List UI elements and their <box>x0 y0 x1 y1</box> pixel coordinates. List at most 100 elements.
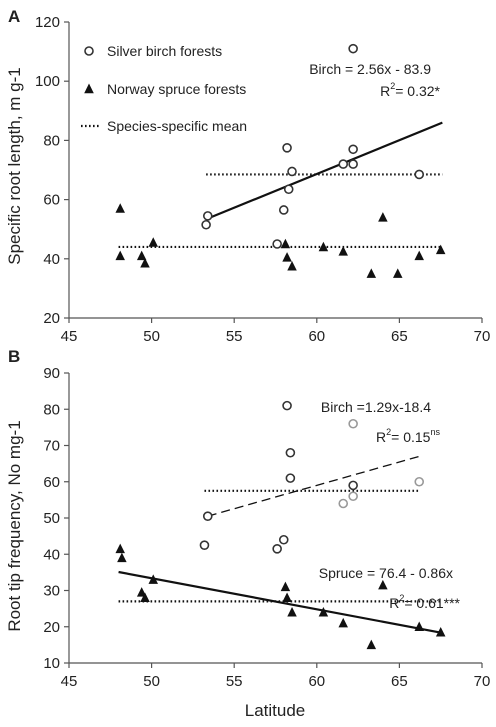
panel-b-x-tick-label: 45 <box>61 673 78 690</box>
panel-a-ylabel: Specific root length, m g-1 <box>5 67 24 264</box>
panel-a-birch-point <box>348 159 358 169</box>
panel-b-annotation: R2= 0.15ns <box>376 427 440 445</box>
panel-b-xlabel: Latitude <box>245 701 306 720</box>
panel-b-spruce-point <box>378 579 388 590</box>
panel-b-x-tick-label: 70 <box>474 673 491 690</box>
panel-b-y-tick-label: 30 <box>43 583 60 600</box>
panel-b-spruce-point <box>366 639 377 650</box>
panel-b-x-tick-label: 55 <box>226 673 243 690</box>
panel-b-x-tick-label: 65 <box>391 673 408 690</box>
panel-a-spruce-point <box>287 260 297 271</box>
panel-b-birch-regression-line <box>207 455 420 517</box>
panel-b-birch-point <box>348 480 358 491</box>
panel-a-birch-point <box>272 239 282 249</box>
panel-a-spruce-point <box>280 238 291 249</box>
panel-a-spruce-point <box>366 268 377 278</box>
panel-a-spruce-point <box>435 244 446 255</box>
panel-a-x-tick-label: 45 <box>61 328 78 345</box>
panel-a-spruce-point <box>378 212 388 222</box>
panel-a-birch-point <box>287 166 297 177</box>
legend-label: Species-specific mean <box>107 118 247 134</box>
panel-a-birch-point <box>278 205 289 215</box>
panel-b-birch-point <box>285 473 296 483</box>
panel-b-spruce-point <box>148 574 159 584</box>
legend-birch-marker <box>84 46 94 56</box>
panel-b-x-tick-label: 50 <box>143 673 160 690</box>
panel-a-birch-point <box>348 144 358 155</box>
panel-a-birch-point <box>283 184 294 195</box>
panel-b-spruce-point <box>136 587 147 597</box>
legend-label: Norway spruce forests <box>107 81 246 97</box>
panel-a-birch-point <box>348 43 358 54</box>
panel-b-annotation: Spruce = 76.4 - 0.86x <box>319 565 453 581</box>
panel-b-birch-point <box>202 511 213 521</box>
panel-b-x-tick-label: 60 <box>308 673 325 690</box>
panel-a-x-tick-label: 70 <box>474 328 491 345</box>
panel-b-birch-point <box>338 498 349 509</box>
panel-a-spruce-point <box>318 241 329 252</box>
panel-b-y-tick-label: 80 <box>43 401 60 418</box>
panel-b-y-tick-label: 20 <box>43 619 60 636</box>
panel-a-x-tick-label: 60 <box>308 328 325 345</box>
panel-b-spruce-point <box>435 626 446 637</box>
panel-b-y-tick-label: 90 <box>43 365 60 382</box>
panel-a-annotation: R2= 0.32* <box>380 81 440 99</box>
panel-a-x-tick-label: 55 <box>226 328 243 345</box>
panel-b-birch-point <box>348 418 358 429</box>
panel-a-spruce-point <box>392 268 403 278</box>
panel-b-spruce-point <box>414 621 424 631</box>
panel-b-birch-point <box>278 534 289 545</box>
panel-a-spruce-point <box>115 203 125 213</box>
panel-b-birch-point <box>282 400 292 411</box>
panel-b-annotation: Birch =1.29x-18.4 <box>321 399 431 415</box>
legend-label: Silver birch forests <box>107 43 222 59</box>
panel-a-annotation: Birch = 2.56x - 83.9 <box>309 61 431 77</box>
panel-b-spruce-regression-line <box>118 570 443 634</box>
panel-b-y-tick-label: 50 <box>43 510 60 527</box>
panel-b-y-tick-label: 10 <box>43 655 60 672</box>
panel-b-annotation: R2= 0.61*** <box>389 593 460 611</box>
legend-spruce-marker <box>84 83 94 94</box>
panel-a-y-tick-label: 20 <box>43 310 60 327</box>
panel-b-spruce-point <box>338 617 348 628</box>
panel-a-birch-regression-line <box>207 121 443 220</box>
panel-a-spruce-point <box>148 237 159 247</box>
panel-b-label: B <box>8 347 20 366</box>
panel-a-spruce-point <box>338 246 348 256</box>
panel-b-birch-point <box>348 491 358 502</box>
panel-b-spruce-point <box>287 607 297 617</box>
panel-b-spruce-point <box>282 592 292 602</box>
panel-b-spruce-point <box>115 543 125 554</box>
panel-a-spruce-point <box>136 250 147 261</box>
panel-a-y-tick-label: 60 <box>43 192 60 209</box>
panel-a-x-tick-label: 50 <box>143 328 160 345</box>
panel-a-birch-point <box>202 211 213 221</box>
panel-b-y-tick-label: 40 <box>43 546 60 563</box>
panel-a-x-tick-label: 65 <box>391 328 408 345</box>
panel-b-spruce-point <box>140 592 150 602</box>
panel-a-spruce-point <box>282 252 292 262</box>
panel-b-y-tick-label: 60 <box>43 474 60 491</box>
panel-b-y-tick-label: 70 <box>43 438 60 455</box>
panel-a-label: A <box>8 7 20 26</box>
panel-b-birch-point <box>199 540 210 550</box>
panel-a-spruce-point <box>115 250 125 261</box>
panel-b-plot: 10 20 30 40 50 60 70 80 90 45 50 55 60 65 70 Birch =1.2… <box>43 365 490 690</box>
panel-a-y-tick-label: 80 <box>43 132 60 149</box>
panel-b-birch-point <box>285 447 296 458</box>
panel-b-birch-point <box>272 544 282 554</box>
panel-a-y-tick-label: 40 <box>43 251 60 268</box>
panel-b-spruce-point <box>280 581 291 592</box>
panel-a-birch-point <box>282 143 292 153</box>
panel-a-y-tick-label: 100 <box>35 73 60 90</box>
panel-a-birch-point <box>201 219 211 230</box>
panel-a-spruce-point <box>140 257 150 268</box>
panel-b-spruce-point <box>318 607 329 617</box>
panel-a-spruce-point <box>414 250 424 261</box>
panel-b-ylabel: Root tip frequency, No mg-1 <box>5 420 24 631</box>
panel-a-birch-point <box>414 169 425 180</box>
panel-a-y-tick-label: 120 <box>35 14 60 31</box>
panel-b-birch-point <box>414 476 425 487</box>
